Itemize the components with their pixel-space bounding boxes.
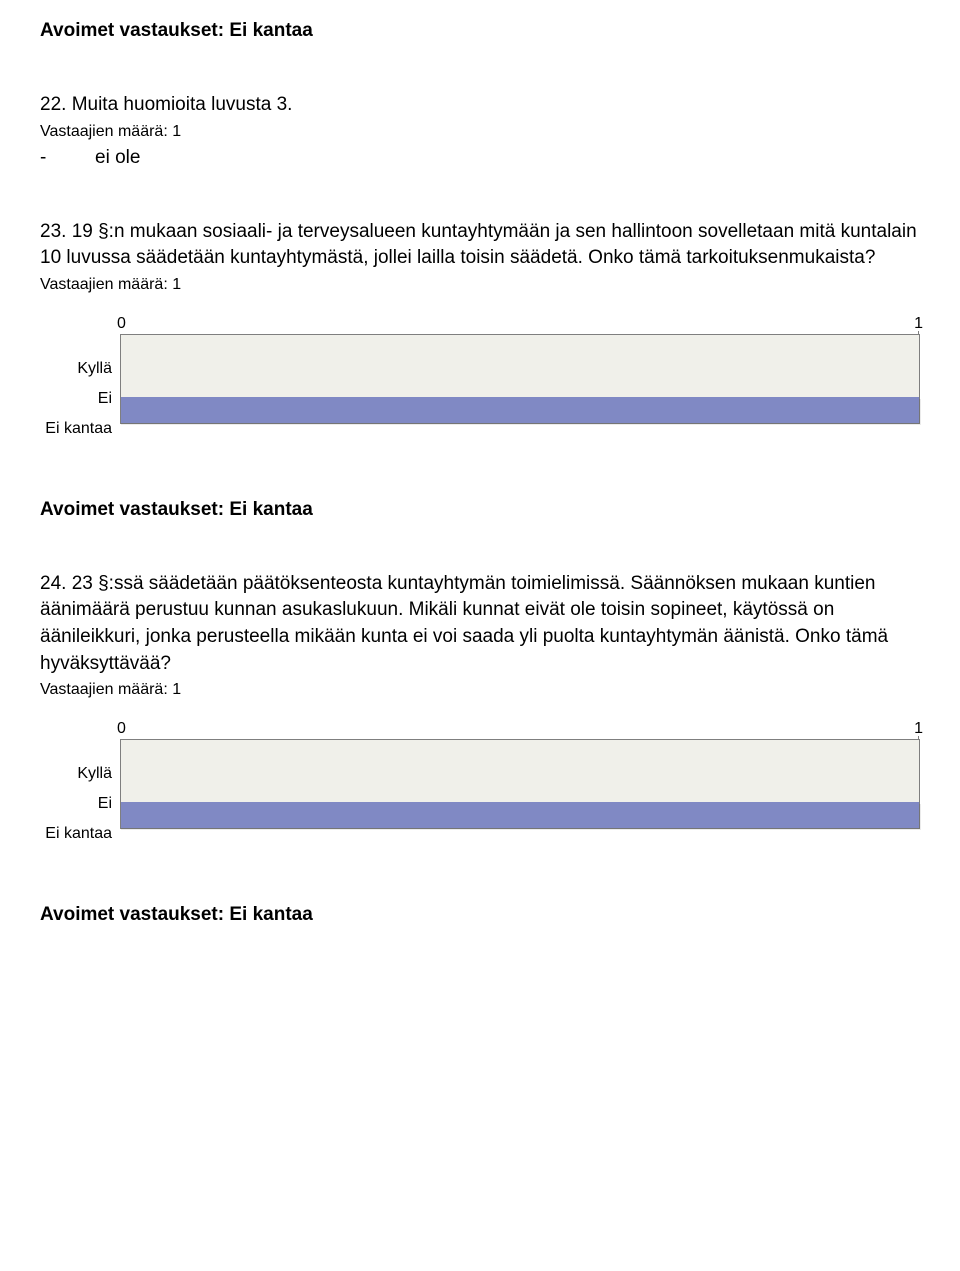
chart-y-label: Ei — [40, 384, 120, 414]
question-22-open-item: ei ole — [95, 147, 920, 169]
question-23-chart: KylläEiEi kantaa01 — [40, 334, 920, 444]
question-24-chart: KylläEiEi kantaa01 — [40, 739, 920, 849]
open-answers-heading-top: Avoimet vastaukset: Ei kantaa — [40, 20, 920, 42]
chart-bar — [121, 802, 919, 828]
chart-y-label: Ei kantaa — [40, 414, 120, 444]
chart-y-label: Kyllä — [40, 354, 120, 384]
question-24-title: 24. 23 §:ssä säädetään päätöksenteosta k… — [40, 571, 920, 677]
question-22-respondents: Vastaajien määrä: 1 — [40, 123, 920, 141]
question-24-open-heading: Avoimet vastaukset: Ei kantaa — [40, 904, 920, 926]
chart-x-tick: 0 — [117, 720, 126, 740]
chart-y-label: Kyllä — [40, 759, 120, 789]
chart-x-tick: 0 — [117, 315, 126, 335]
question-24-respondents: Vastaajien määrä: 1 — [40, 681, 920, 699]
question-22-title: 22. Muita huomioita luvusta 3. — [40, 92, 920, 119]
chart-bar — [121, 397, 919, 423]
question-23-title: 23. 19 §:n mukaan sosiaali- ja terveysal… — [40, 219, 920, 272]
question-23-respondents: Vastaajien määrä: 1 — [40, 276, 920, 294]
chart-y-label: Ei kantaa — [40, 819, 120, 849]
chart-y-label: Ei — [40, 789, 120, 819]
question-23-open-heading: Avoimet vastaukset: Ei kantaa — [40, 499, 920, 521]
